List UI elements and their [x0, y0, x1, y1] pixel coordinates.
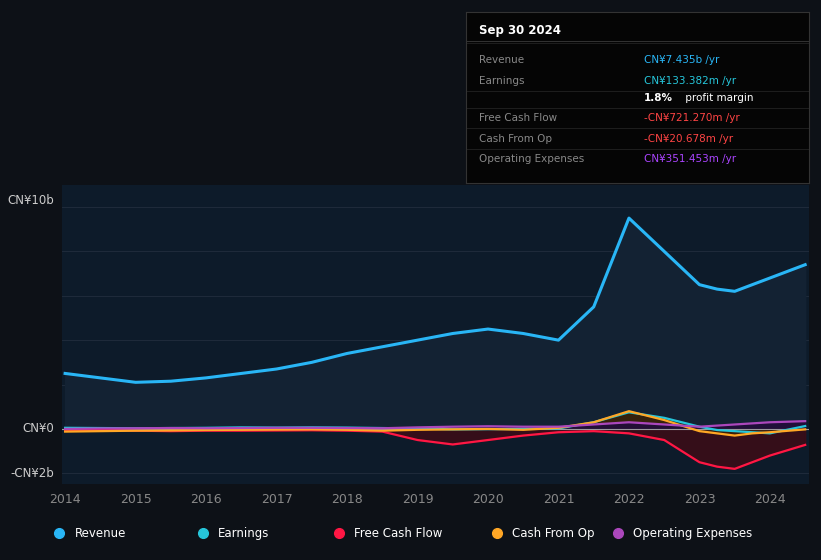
Text: Free Cash Flow: Free Cash Flow — [479, 113, 557, 123]
Text: profit margin: profit margin — [681, 93, 753, 102]
Text: CN¥133.382m /yr: CN¥133.382m /yr — [644, 76, 736, 86]
Text: Earnings: Earnings — [218, 527, 269, 540]
Text: Cash From Op: Cash From Op — [479, 134, 553, 144]
Text: Revenue: Revenue — [479, 55, 525, 65]
Text: Free Cash Flow: Free Cash Flow — [354, 527, 443, 540]
Text: -CN¥2b: -CN¥2b — [11, 467, 54, 480]
Text: CN¥351.453m /yr: CN¥351.453m /yr — [644, 154, 736, 164]
Text: Revenue: Revenue — [75, 527, 126, 540]
Text: Cash From Op: Cash From Op — [512, 527, 595, 540]
Text: Earnings: Earnings — [479, 76, 525, 86]
Text: Operating Expenses: Operating Expenses — [633, 527, 753, 540]
Text: Sep 30 2024: Sep 30 2024 — [479, 24, 562, 38]
Text: CN¥10b: CN¥10b — [7, 194, 54, 207]
Text: -CN¥20.678m /yr: -CN¥20.678m /yr — [644, 134, 733, 144]
Text: CN¥7.435b /yr: CN¥7.435b /yr — [644, 55, 719, 65]
Text: -CN¥721.270m /yr: -CN¥721.270m /yr — [644, 113, 740, 123]
Text: 1.8%: 1.8% — [644, 93, 673, 102]
Text: Operating Expenses: Operating Expenses — [479, 154, 585, 164]
Text: CN¥0: CN¥0 — [22, 422, 54, 436]
